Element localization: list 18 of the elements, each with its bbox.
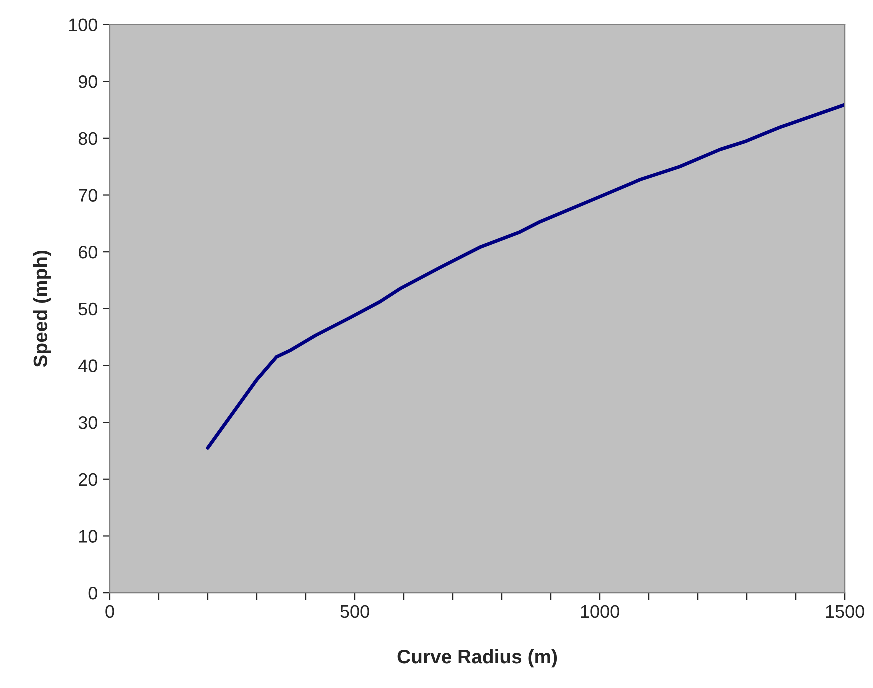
x-axis-title: Curve Radius (m) — [398, 649, 558, 668]
y-tick-label: 100 — [69, 18, 98, 32]
x-tick-label: 1500 — [826, 605, 864, 618]
x-tick-label: 0 — [106, 605, 114, 618]
y-tick-label: 70 — [79, 189, 98, 202]
x-tick-label: 500 — [340, 605, 370, 618]
y-tick-label: 60 — [79, 246, 98, 259]
y-tick-label: 50 — [78, 302, 98, 316]
y-tick-label: 90 — [78, 76, 98, 88]
y-tick-label: 80 — [78, 132, 98, 146]
y-tick-label: 30 — [78, 416, 98, 430]
x-tick-label: 1000 — [581, 605, 620, 618]
y-tick-label: 10 — [79, 530, 98, 543]
y-tick-label: 20 — [79, 473, 98, 486]
line-series — [206, 103, 846, 450]
y-axis-title: Speed (mph) — [33, 251, 52, 368]
y-tick-label: 40 — [78, 360, 98, 372]
y-tick-label: 0 — [88, 586, 98, 600]
